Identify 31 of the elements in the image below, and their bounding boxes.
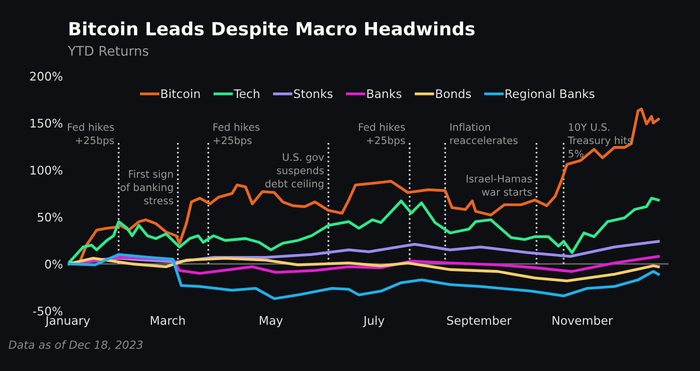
text: Data as of Dec 18, 2023 (8, 340, 143, 350)
x-tick-label: September (447, 316, 512, 328)
ref-line-label: First sign of banking stress (120, 170, 174, 204)
y-tick-label: 0% (45, 260, 62, 269)
x-tick-label: March (150, 316, 185, 325)
line-series (68, 256, 660, 282)
legend-label: Regional Banks (506, 89, 594, 100)
y-tick-label: 150% (30, 118, 62, 128)
legend-label: Stonks (294, 89, 333, 98)
ref-line-label: Israel-Hamas war starts (466, 174, 532, 196)
line-series (68, 196, 660, 266)
x-tick-label: November (552, 316, 613, 325)
line-series (68, 253, 660, 300)
x-tick-label: May (260, 316, 283, 328)
y-tick-label: 200% (30, 72, 62, 81)
x-tick-label: July (362, 316, 384, 328)
y-tick-label: 100% (30, 166, 62, 175)
x-tick-label: January (44, 316, 90, 328)
ref-line-label: Fed hikes +25bps (68, 123, 114, 146)
chart-title: Bitcoin Leads Despite Macro Headwinds (70, 22, 475, 39)
ref-line-label: Fed hikes +25bps (214, 123, 260, 146)
legend-label: Bitcoin (161, 89, 200, 98)
ref-line-label: U.S. gov suspends debt ceiling (265, 153, 324, 190)
y-tick-label: 50% (38, 212, 62, 222)
y-tick-label: -50% (33, 306, 62, 316)
legend-label: Bonds (436, 89, 471, 98)
ref-line-label: Fed hikes +25bps (358, 123, 405, 146)
ref-line-label: Inflation reaccelerates (450, 123, 518, 144)
legend-label: Banks (367, 89, 402, 98)
chart-subtitle: YTD Returns (68, 46, 148, 56)
legend-label: Tech (234, 89, 260, 98)
